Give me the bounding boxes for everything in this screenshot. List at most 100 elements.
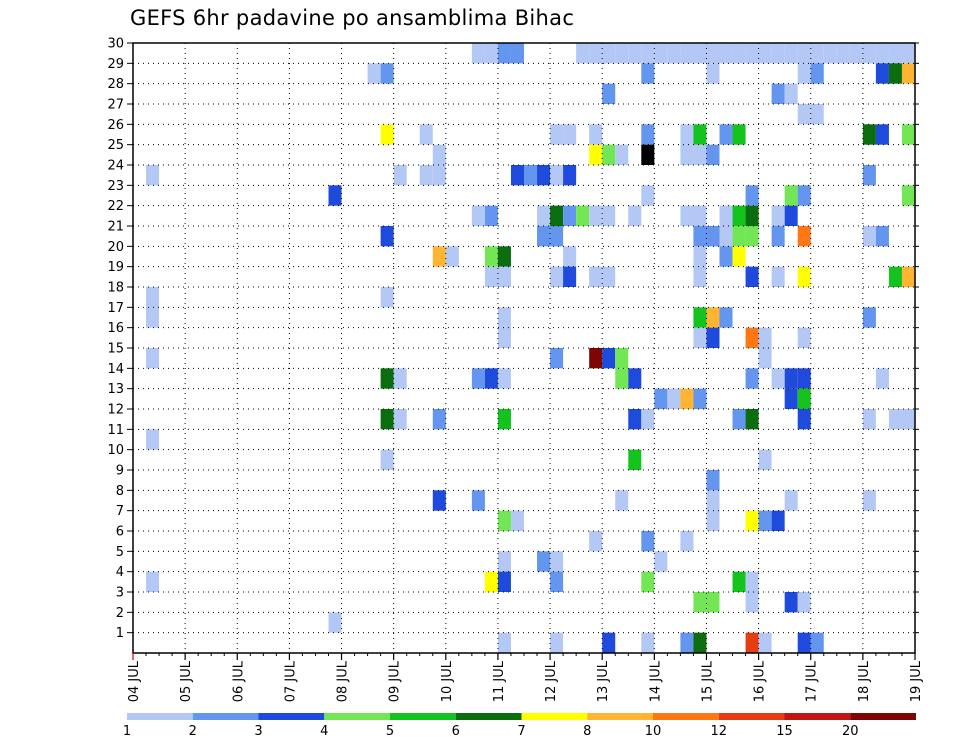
heatmap-cell [901, 266, 915, 287]
heatmap-cell [146, 348, 160, 369]
heatmap-cell [497, 327, 511, 348]
heatmap-cell [797, 104, 811, 125]
heatmap-cell [784, 388, 798, 409]
heatmap-cell [563, 124, 577, 145]
heatmap-cell [484, 43, 498, 64]
heatmap-cell [823, 43, 837, 64]
y-tick-label: 22 [107, 199, 124, 214]
heatmap-cell [797, 266, 811, 287]
heatmap-cell [680, 632, 694, 653]
heatmap-cell [510, 510, 524, 531]
heatmap-cell [563, 205, 577, 226]
heatmap-cell [758, 449, 772, 470]
heatmap-cell [602, 144, 616, 165]
heatmap-cell [888, 409, 902, 430]
y-tick-label: 25 [107, 138, 124, 153]
heatmap-cell [810, 43, 824, 64]
heatmap-cell [537, 205, 551, 226]
heatmap-cell [745, 226, 759, 247]
colorbar-label: 6 [452, 724, 460, 739]
heatmap-cell [745, 266, 759, 287]
heatmap-cell [589, 144, 603, 165]
y-tick-label: 3 [116, 586, 124, 601]
axes: 1234567891011121314151617181920212223242… [107, 37, 924, 703]
heatmap-cell [146, 571, 160, 592]
heatmap-cell [758, 327, 772, 348]
y-tick-label: 29 [107, 57, 124, 72]
heatmap-cell [641, 63, 655, 84]
y-tick-label: 23 [107, 179, 124, 194]
heatmap-cell [810, 632, 824, 653]
y-tick-label: 4 [116, 565, 124, 580]
colorbar-swatch [258, 713, 325, 720]
y-tick-label: 11 [107, 423, 124, 438]
y-tick-label: 8 [116, 484, 124, 499]
heatmap-cell [380, 287, 394, 308]
heatmap-cell [497, 43, 511, 64]
x-tick-label: 19 JUL [909, 660, 924, 702]
heatmap-cell [537, 226, 551, 247]
heatmap-cell [732, 409, 746, 430]
colorbar-label: 3 [254, 724, 262, 739]
heatmap-cell [576, 43, 590, 64]
heatmap-cell [706, 327, 720, 348]
y-tick-label: 2 [116, 606, 124, 621]
heatmap-cell [641, 43, 655, 64]
heatmap-cell [745, 368, 759, 389]
y-tick-label: 19 [107, 260, 124, 275]
heatmap-cell [615, 348, 629, 369]
heatmap-cell [901, 43, 915, 64]
heatmap-cell [732, 226, 746, 247]
colorbar-swatch [718, 713, 785, 720]
heatmap-cell [693, 144, 707, 165]
heatmap-cell [641, 144, 655, 165]
chart-title: GEFS 6hr padavine po ansamblima Bihac [130, 6, 575, 30]
heatmap-cell [797, 327, 811, 348]
colorbar-label: 5 [386, 724, 394, 739]
heatmap-cell [380, 124, 394, 145]
heatmap-cells [146, 43, 915, 653]
heatmap-cell [693, 327, 707, 348]
heatmap-cell [745, 592, 759, 613]
heatmap-cell [693, 307, 707, 328]
heatmap-cell [680, 531, 694, 552]
heatmap-cell [693, 226, 707, 247]
heatmap-cell [563, 246, 577, 267]
heatmap-cell [497, 571, 511, 592]
x-tick-label: 04 JUL [127, 660, 142, 702]
heatmap-cell [393, 165, 407, 186]
colorbar-swatch [127, 713, 193, 720]
heatmap-cell [680, 124, 694, 145]
heatmap-cell [589, 124, 603, 145]
y-tick-label: 16 [107, 321, 124, 336]
heatmap-cell [901, 409, 915, 430]
heatmap-cell [550, 551, 564, 572]
heatmap-cell [706, 63, 720, 84]
heatmap-cell [537, 551, 551, 572]
x-tick-label: 16 JUL [753, 660, 768, 702]
y-tick-label: 13 [107, 382, 124, 397]
x-tick-label: 17 JUL [805, 660, 820, 702]
heatmap-cell [471, 490, 485, 511]
y-tick-label: 18 [107, 281, 124, 296]
y-tick-label: 28 [107, 77, 124, 92]
heatmap-cell [419, 124, 433, 145]
heatmap-cell [602, 348, 616, 369]
colorbar-swatch [390, 713, 456, 720]
y-tick-label: 5 [116, 545, 124, 560]
heatmap-cell [719, 124, 733, 145]
heatmap-cell [797, 368, 811, 389]
heatmap-cell [680, 388, 694, 409]
colorbar-swatch [653, 713, 719, 720]
heatmap-cell [784, 205, 798, 226]
heatmap-cell [550, 205, 564, 226]
heatmap-cell [576, 205, 590, 226]
heatmap-cell [484, 246, 498, 267]
x-tick-label: 08 JUL [336, 660, 351, 702]
heatmap-cell [654, 43, 668, 64]
heatmap-cell [771, 368, 785, 389]
heatmap-cell [706, 490, 720, 511]
heatmap-cell [888, 43, 902, 64]
heatmap-cell [615, 43, 629, 64]
colorbar-swatch [784, 713, 851, 720]
